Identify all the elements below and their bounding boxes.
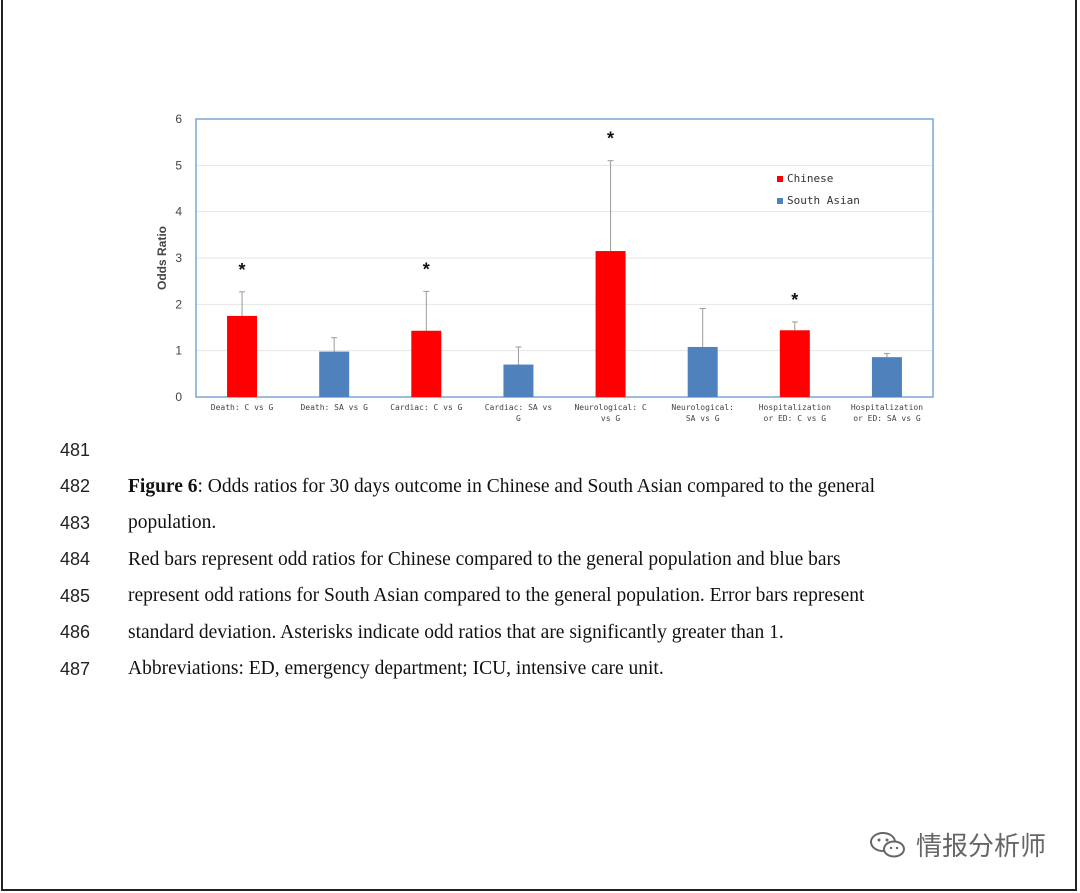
bar <box>779 330 810 397</box>
caption-line: 485 represent odd rations for South Asian… <box>60 578 960 615</box>
bar <box>595 251 626 397</box>
bar <box>227 315 258 397</box>
y-tick-label: 3 <box>175 251 182 265</box>
x-tick-label: Death: C vs G <box>211 403 274 412</box>
caption-text: population. <box>128 512 217 534</box>
caption-text: standard deviation. Asterisks indicate o… <box>128 621 784 643</box>
y-axis-label: Odds Ratio <box>155 226 169 290</box>
caption-line: 486 standard deviation. Asterisks indicat… <box>60 615 960 652</box>
y-tick-label: 2 <box>175 297 182 311</box>
bar <box>319 351 350 397</box>
bar <box>871 357 902 397</box>
x-tick-label: Cardiac: C vs G <box>390 403 462 412</box>
significance-asterisk: * <box>791 290 798 310</box>
caption-line: 483 population. <box>60 505 960 542</box>
caption-line: 484 Red bars represent odd ratios for Chi… <box>60 542 960 579</box>
x-tick-label: Hospitalization <box>851 403 923 412</box>
x-tick-label: or ED: C vs G <box>764 414 827 423</box>
x-tick-label: vs G <box>601 414 620 423</box>
caption-text: represent odd rations for South Asian co… <box>128 585 865 607</box>
x-tick-label: Death: SA vs G <box>300 403 368 412</box>
x-tick-label: G <box>516 414 521 423</box>
wechat-icon <box>869 831 905 857</box>
line-number: 483 <box>60 512 91 533</box>
line-number: 484 <box>60 549 91 570</box>
line-number: 486 <box>60 622 91 643</box>
caption-text: Abbreviations: ED, emergency department;… <box>128 658 664 680</box>
line-number: 482 <box>60 476 91 497</box>
watermark: 情报分析师 <box>868 826 1046 863</box>
odds-ratio-chart: 0 1 2 3 4 5 6 Odds Ratio * Death: C vs G Death: SA… <box>155 112 934 423</box>
legend-label: Chinese <box>787 172 833 185</box>
x-tick-label: or ED: SA vs G <box>853 414 921 423</box>
bar <box>411 330 442 397</box>
plot-area-border <box>195 118 934 398</box>
y-tick-label: 4 <box>175 205 182 219</box>
legend-swatch <box>777 176 783 182</box>
caption-line: 482 Figure 6: Odds ratios for 30 days out… <box>60 469 960 506</box>
significance-asterisk: * <box>239 260 246 280</box>
significance-asterisk: * <box>607 129 614 149</box>
x-tick-label: Neurological: <box>671 403 734 412</box>
caption-line: 487 Abbreviations: ED, emergency departme… <box>60 651 960 688</box>
bar <box>687 346 718 397</box>
y-tick-label: 5 <box>175 158 182 172</box>
caption-block: 481 482 Figure 6: Odds ratios for 30 days … <box>60 432 960 688</box>
figure-label: Figure 6 <box>128 475 198 497</box>
legend-label: South Asian <box>787 194 860 207</box>
caption-text: Red bars represent odd ratios for Chines… <box>128 548 841 570</box>
watermark-text: 情报分析师 <box>915 832 1046 862</box>
x-tick-label: SA vs G <box>686 414 720 423</box>
significance-asterisk: * <box>423 259 430 279</box>
caption-text: Figure 6: Odds ratios for 30 days outcom… <box>128 475 875 497</box>
x-tick-label: Cardiac: SA vs <box>485 403 553 412</box>
line-number: 485 <box>60 585 91 606</box>
line-number: 487 <box>60 658 91 679</box>
y-tick-label: 6 <box>175 112 182 126</box>
legend-swatch <box>777 198 783 204</box>
y-tick-label: 0 <box>175 390 182 404</box>
bar <box>503 364 534 397</box>
caption-line: 481 <box>60 432 960 469</box>
line-number: 481 <box>60 439 91 460</box>
x-tick-label: Hospitalization <box>759 403 831 412</box>
x-tick-label: Neurological: C <box>574 403 646 412</box>
y-tick-label: 1 <box>175 344 182 358</box>
